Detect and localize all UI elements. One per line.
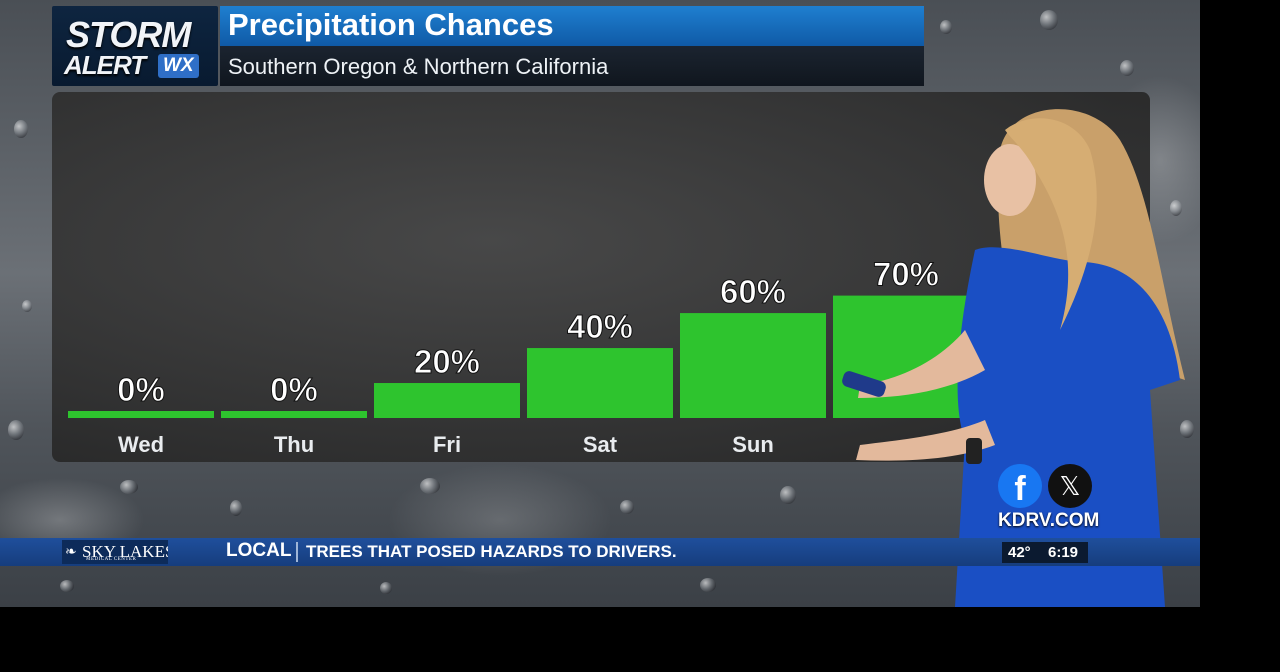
- data-label: 70%: [873, 256, 939, 293]
- storm-alert-logo: STORM ALERT WX: [52, 6, 218, 86]
- sponsor-name: SKY LAKES: [82, 542, 168, 561]
- water-droplet: [380, 582, 392, 594]
- water-droplet: [8, 420, 24, 440]
- day-label: Sun: [732, 432, 774, 457]
- news-ticker: ❧ SKY LAKES MEDICAL CENTER LOCAL TREES T…: [0, 538, 1200, 566]
- subtitle-bar: Southern Oregon & Northern California: [220, 46, 924, 86]
- ticker-headline: TREES THAT POSED HAZARDS TO DRIVERS.: [306, 542, 677, 561]
- day-label: Wed: [118, 432, 164, 457]
- current-time: 6:19: [1048, 544, 1079, 561]
- water-droplet: [22, 300, 32, 312]
- logo-storm-text: STORM: [66, 14, 191, 55]
- logo-wx-badge: WX: [158, 54, 199, 78]
- presenter-figure: [842, 109, 1185, 607]
- water-droplet: [700, 578, 716, 592]
- data-label: 60%: [720, 273, 786, 310]
- sponsor-subtitle: MEDICAL CENTER: [86, 557, 137, 562]
- water-droplet: [780, 486, 796, 504]
- title-bar: Precipitation Chances: [220, 6, 924, 46]
- bar-sat: [527, 348, 673, 418]
- facebook-icon[interactable]: f: [998, 464, 1042, 508]
- day-label: Sat: [583, 432, 618, 457]
- data-label: 20%: [414, 343, 480, 380]
- day-label: Fri: [433, 432, 461, 457]
- water-droplet: [60, 580, 74, 592]
- bar-wed: [68, 411, 214, 418]
- bar-sun: [680, 313, 826, 418]
- logo-alert-text: ALERT: [64, 50, 146, 80]
- bar-thu: [221, 411, 367, 418]
- sponsor-mark-icon: ❧: [65, 545, 77, 560]
- water-droplet: [1180, 420, 1194, 438]
- broadcast-frame: STORM ALERT WX Precipitation Chances Sou…: [0, 0, 1200, 607]
- bar-fri: [374, 383, 520, 418]
- water-droplet: [940, 20, 952, 34]
- ticker-section-label: LOCAL: [226, 540, 292, 561]
- water-droplet: [1170, 200, 1182, 216]
- water-droplet: [420, 478, 440, 494]
- data-label: 40%: [567, 308, 633, 345]
- water-droplet: [230, 500, 242, 516]
- water-droplet: [1120, 60, 1134, 76]
- precipitation-bar-chart: 0% Wed 0% Thu 20% Fri 40% Sat 60% Sun 70%: [68, 255, 979, 457]
- water-droplet: [120, 480, 138, 494]
- page-title: Precipitation Chances: [228, 7, 554, 42]
- water-droplet: [620, 500, 634, 514]
- data-label: 0%: [270, 371, 318, 408]
- station-website: KDRV.COM: [998, 510, 1100, 531]
- water-droplet: [1040, 10, 1058, 30]
- current-temperature: 42°: [1008, 544, 1031, 561]
- temperature-time-box: 42° 6:19: [1002, 542, 1088, 563]
- x-icon[interactable]: 𝕏: [1048, 464, 1092, 508]
- sponsor-logo: ❧ SKY LAKES MEDICAL CENTER: [62, 540, 168, 564]
- day-label: Thu: [274, 432, 314, 457]
- data-label: 0%: [117, 371, 165, 408]
- water-droplet: [14, 120, 28, 138]
- region-subtitle: Southern Oregon & Northern California: [228, 54, 609, 79]
- ticker-divider: [296, 542, 298, 562]
